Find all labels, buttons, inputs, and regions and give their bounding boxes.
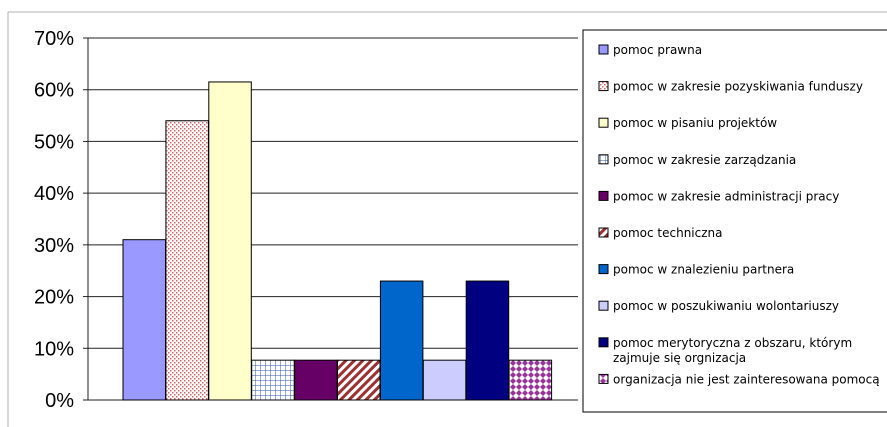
bars bbox=[122, 81, 553, 401]
bar bbox=[508, 359, 553, 401]
legend-swatch bbox=[598, 227, 609, 238]
legend-swatch bbox=[598, 190, 609, 201]
y-tick-label: 0% bbox=[45, 390, 74, 412]
bar bbox=[294, 359, 338, 401]
legend-label: organizacja nie jest zainteresowana pomo… bbox=[613, 372, 880, 386]
legend-label: pomoc merytoryczna z obszaru, którym zajm… bbox=[613, 336, 852, 365]
bar bbox=[251, 359, 295, 401]
legend-label: pomoc w znalezieniu partnera bbox=[613, 263, 794, 277]
y-tick-label: 60% bbox=[34, 80, 74, 102]
legend-label: pomoc w poszukiwaniu wolontariuszy bbox=[613, 299, 839, 313]
legend-swatch bbox=[598, 300, 609, 311]
legend-swatch bbox=[598, 44, 609, 55]
bar bbox=[379, 280, 424, 401]
bar bbox=[337, 359, 381, 401]
y-tick-label: 20% bbox=[34, 287, 74, 309]
y-tick-label: 40% bbox=[34, 183, 74, 205]
y-tick-label: 50% bbox=[34, 131, 74, 153]
bar bbox=[465, 280, 510, 401]
bar bbox=[122, 239, 166, 401]
legend-label: pomoc w zakresie zarządzania bbox=[613, 153, 796, 167]
legend-swatch bbox=[598, 264, 609, 275]
legend-swatch bbox=[598, 373, 609, 384]
legend-label: pomoc prawna bbox=[613, 43, 702, 57]
bar bbox=[422, 359, 467, 401]
legend: pomoc prawna pomoc w zakresie pozyskiwani… bbox=[582, 29, 887, 413]
bar bbox=[165, 120, 209, 401]
legend-label: pomoc w zakresie pozyskiwania funduszy bbox=[613, 80, 863, 94]
legend-swatch bbox=[598, 117, 609, 128]
legend-box bbox=[582, 29, 887, 413]
y-tick-label: 10% bbox=[34, 338, 74, 360]
legend-label: pomoc w zakresie administracji pracy bbox=[613, 189, 839, 203]
legend-swatch bbox=[598, 81, 609, 92]
y-tick-label: 30% bbox=[34, 235, 74, 257]
y-tick-label: 70% bbox=[34, 28, 74, 50]
legend-swatch bbox=[598, 154, 609, 165]
chart-area-frame bbox=[7, 11, 887, 427]
legend-label: pomoc techniczna bbox=[613, 226, 723, 240]
legend-label: pomoc w pisaniu projektów bbox=[613, 116, 777, 130]
y-axis: 0% 10% 20% 30% 40% 50% 60% 70% bbox=[34, 28, 89, 412]
legend-swatch bbox=[598, 337, 609, 348]
bar bbox=[208, 81, 252, 401]
